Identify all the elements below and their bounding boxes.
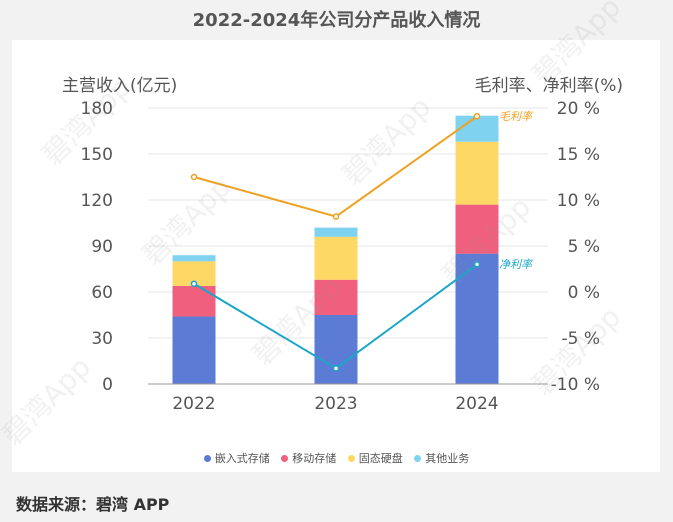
left-axis-ticks: 0 30 60 90 120 150 180 — [81, 99, 113, 395]
left-tick-label: 180 — [81, 99, 113, 119]
line-point[interactable] — [473, 113, 481, 120]
bar-segment[interactable] — [455, 253, 499, 384]
bar-segment[interactable] — [314, 227, 358, 237]
left-tick-label: 120 — [81, 191, 113, 211]
legend-item-embedded[interactable]: 嵌入式存储 — [203, 450, 270, 466]
legend-label: 固态硬盘 — [358, 452, 403, 465]
x-tick-label: 2024 — [455, 394, 498, 414]
left-tick-label: 30 — [91, 329, 113, 349]
left-tick-label: 90 — [91, 237, 113, 257]
bar-segment[interactable] — [172, 255, 216, 262]
legend-label: 其他业务 — [425, 452, 470, 465]
right-tick-label: 20 % — [557, 99, 600, 119]
bar-segment[interactable] — [314, 279, 358, 315]
legend-label: 嵌入式存储 — [214, 452, 270, 465]
x-tick-label: 2023 — [314, 394, 357, 414]
bar-segment[interactable] — [455, 115, 499, 142]
line-point[interactable] — [190, 280, 198, 287]
legend-swatch — [414, 454, 422, 462]
x-tick-label: 2022 — [172, 394, 215, 414]
right-tick-label: -10 % — [551, 375, 600, 395]
left-axis-title: 主营收入(亿元) — [62, 76, 177, 96]
chart-title: 2022-2024年公司分产品收入情况 — [192, 10, 481, 31]
bar-segment[interactable] — [314, 315, 358, 384]
line-point[interactable] — [473, 261, 481, 268]
right-axis-ticks: -10 % -5 % 0 % 5 % 10 % 15 % 20 % — [551, 99, 600, 395]
legend-swatch — [203, 454, 211, 462]
legend-swatch — [347, 454, 355, 462]
bar-segment[interactable] — [314, 236, 358, 280]
right-tick-label: 0 % — [568, 283, 600, 303]
legend-swatch — [281, 454, 289, 462]
left-tick-label: 60 — [91, 283, 113, 303]
line-point[interactable] — [190, 173, 198, 181]
right-tick-label: 10 % — [557, 191, 600, 211]
line-series — [193, 115, 478, 218]
legend-item-other[interactable]: 其他业务 — [414, 450, 469, 466]
left-tick-label: 0 — [102, 375, 113, 395]
right-tick-label: -5 % — [561, 329, 600, 349]
line-point[interactable] — [332, 365, 340, 372]
bar-segment[interactable] — [172, 316, 216, 384]
bar-segment[interactable] — [455, 141, 499, 205]
legend-label: 移动存储 — [292, 452, 337, 465]
bar-segment[interactable] — [455, 204, 499, 254]
legend-item-ssd[interactable]: 固态硬盘 — [347, 450, 403, 466]
line-point[interactable] — [332, 213, 340, 220]
right-tick-label: 5 % — [568, 237, 600, 257]
bar-segment[interactable] — [172, 285, 216, 317]
right-tick-label: 15 % — [557, 145, 600, 165]
gross-margin-label: 毛利率 — [499, 110, 534, 123]
legend: 嵌入式存储 移动存储 固态硬盘 其他业务 — [0, 450, 673, 466]
bars — [172, 115, 499, 384]
x-axis-labels: 2022 2023 2024 — [172, 394, 498, 414]
lines — [190, 113, 481, 372]
left-tick-label: 150 — [81, 145, 113, 165]
source-note: 数据来源：碧湾 APP — [16, 495, 170, 514]
net-margin-label: 净利率 — [499, 258, 534, 271]
right-axis-title: 毛利率、净利率(%) — [475, 76, 623, 96]
legend-item-mobile[interactable]: 移动存储 — [281, 450, 336, 466]
